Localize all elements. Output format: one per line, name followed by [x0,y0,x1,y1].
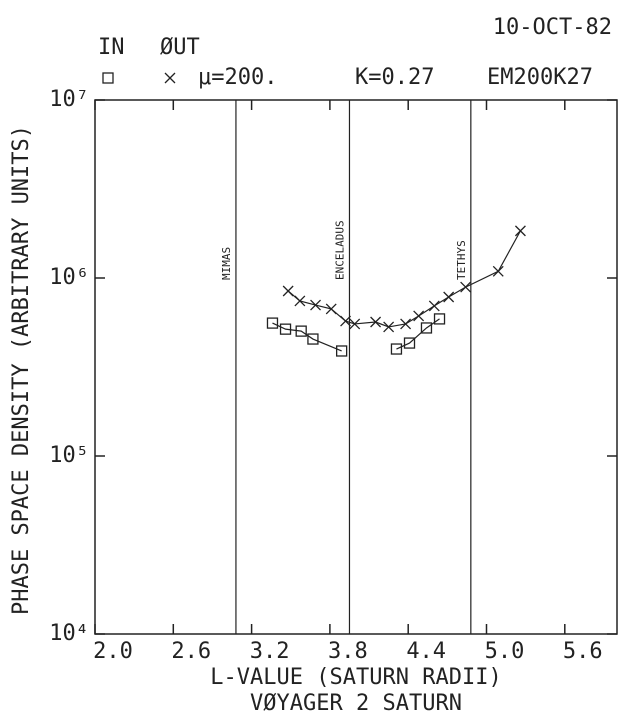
marker [443,291,455,303]
legend-marker [164,72,176,84]
y-tick-label: 10⁶ [49,265,89,290]
marker [325,303,337,315]
x-tick-label: 5.0 [485,639,525,664]
moon-label: MIMAS [220,247,233,280]
marker [390,343,403,355]
marker [295,325,307,337]
legend-marker [102,72,114,84]
marker [349,318,361,330]
series-line [287,230,521,328]
date: 10-OCT-82 [493,15,612,40]
y-axis-label: PHASE SPACE DENSITY (ARBITRARY UNITS) [9,125,34,615]
marker [514,225,526,237]
moon-label: TETHYS [455,240,468,280]
marker [279,323,292,335]
marker [413,310,425,322]
marker [340,315,352,327]
param: μ=200. [198,65,277,90]
marker [282,285,294,297]
param: EM200K27 [487,65,593,90]
marker [460,281,472,293]
plot-frame [94,99,618,635]
marker [403,337,416,349]
marker [428,300,440,312]
marker [420,322,433,334]
x-tick-label: 5.6 [563,639,603,664]
marker [433,313,446,325]
moon-label: ENCELADUS [333,220,346,280]
x-tick-label: 3.2 [250,639,290,664]
marker [266,317,279,329]
marker [294,295,306,307]
param: K=0.27 [355,65,434,90]
x-tick-label: 2.0 [93,639,133,664]
marker [310,299,322,311]
x-tick-label: 4.4 [406,639,446,664]
marker [492,265,504,277]
y-tick-label: 10⁷ [49,87,89,112]
y-tick-label: 10⁵ [49,443,89,468]
x-axis-label: L-VALUE (SATURN RADII) [210,665,501,690]
y-tick-label: 10⁴ [49,621,89,646]
marker [335,345,348,357]
marker [370,316,382,328]
marker [383,321,395,333]
legend-label: ØUT [160,35,200,60]
x-tick-label: 2.6 [171,639,211,664]
chart-title: VØYAGER 2 SATURN [250,691,462,716]
x-tick-label: 3.8 [328,639,368,664]
legend-label: IN [98,35,125,60]
marker [307,333,319,345]
marker [400,318,412,330]
